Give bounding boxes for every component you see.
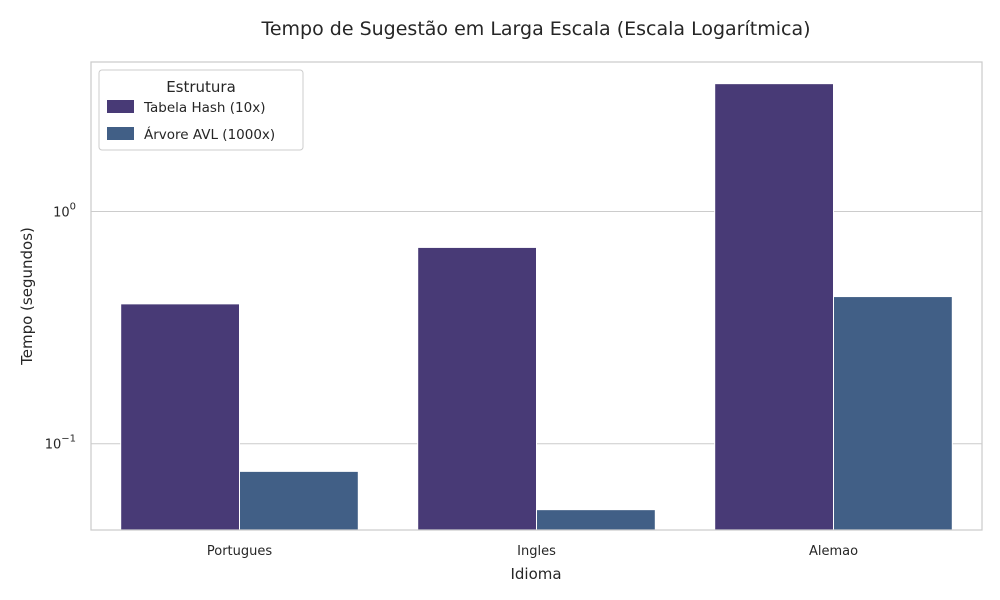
plot-frame — [90, 61, 983, 531]
chart-title: Tempo de Sugestão em Larga Escala (Escal… — [260, 18, 810, 40]
legend-items: Tabela Hash (10x) Árvore AVL (1000x) — [107, 100, 275, 143]
legend-box — [98, 69, 304, 151]
y-tick-exponent: −1 — [61, 434, 76, 445]
y-tick-exponent: 0 — [70, 201, 76, 212]
y-tick-base: 10 — [45, 438, 62, 453]
x-axis-label: Idioma — [510, 565, 561, 583]
legend-title: Estrutura — [166, 78, 236, 96]
bar-portugues-series-1 — [120, 303, 240, 531]
bar-portugues-series-2 — [239, 470, 359, 531]
bar-ingles-series-1 — [417, 246, 538, 531]
bar-alemao-series-2 — [833, 296, 953, 531]
bar-ingles-series-2 — [536, 509, 656, 531]
legend-entry: Tabela Hash (10x) — [143, 100, 265, 116]
x-tick-label: Alemao — [809, 544, 858, 559]
x-tick-label: Ingles — [517, 544, 556, 559]
y-tick-label: 100 — [53, 201, 76, 220]
y-tick-label: 10−1 — [45, 434, 76, 453]
legend-entry: Árvore AVL (1000x) — [144, 126, 275, 143]
legend: Estrutura Tabela Hash (10x) Árvore AVL (1… — [98, 69, 304, 151]
bars — [120, 83, 953, 531]
bar-alemao-series-1 — [714, 83, 835, 531]
y-tick-base: 10 — [53, 205, 70, 220]
x-tick-label: Portugues — [207, 544, 273, 559]
legend-swatch — [107, 100, 134, 113]
y-axis-label: Tempo (segundos) — [18, 227, 36, 366]
x-axis: Portugues Ingles Alemao — [207, 544, 858, 559]
legend-swatch — [107, 127, 134, 140]
